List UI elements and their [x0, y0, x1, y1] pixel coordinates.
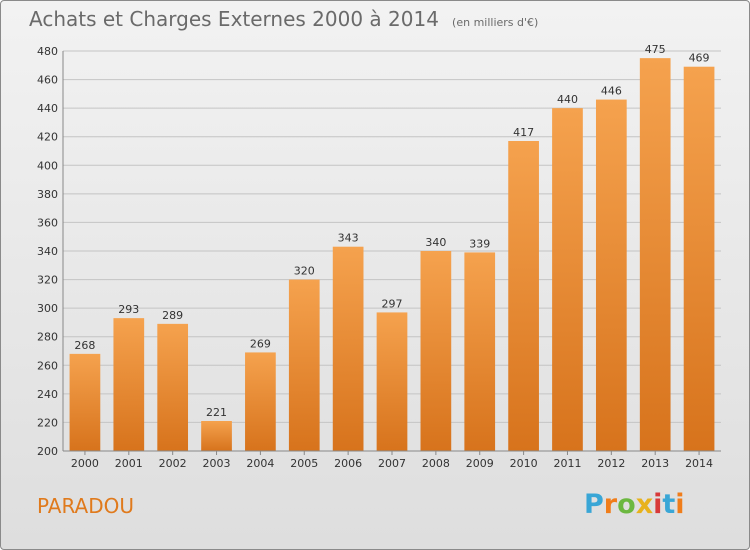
x-tick-label: 2010 [510, 457, 538, 470]
data-label: 297 [382, 297, 403, 310]
chart-subtitle: (en milliers d'€) [452, 16, 539, 29]
y-tick-label: 260 [37, 359, 58, 372]
x-tick-label: 2012 [597, 457, 625, 470]
y-tick-label: 440 [37, 102, 58, 115]
data-label: 475 [645, 43, 666, 56]
bar [201, 421, 232, 451]
y-tick-label: 240 [37, 388, 58, 401]
bar [420, 251, 452, 451]
bar [464, 252, 496, 451]
bar [245, 352, 276, 451]
data-label: 289 [162, 309, 183, 322]
bar [508, 141, 539, 451]
bar [595, 99, 627, 452]
chart-title: Achats et Charges Externes 2000 à 2014 [29, 7, 439, 31]
x-tick-label: 2000 [71, 457, 99, 470]
y-tick-label: 420 [37, 131, 58, 144]
data-label: 293 [118, 303, 139, 316]
bar [332, 246, 364, 451]
data-label: 320 [294, 265, 315, 278]
data-label: 340 [425, 236, 446, 249]
data-label: 469 [689, 52, 710, 65]
x-tick-label: 2001 [115, 457, 143, 470]
x-tick-label: 2013 [641, 457, 669, 470]
x-tick-label: 2006 [334, 457, 362, 470]
y-tick-label: 400 [37, 159, 58, 172]
x-tick-label: 2002 [159, 457, 187, 470]
y-tick-label: 200 [37, 445, 58, 458]
x-tick-label: 2003 [203, 457, 231, 470]
x-tick-label: 2011 [553, 457, 581, 470]
x-tick-label: 2008 [422, 457, 450, 470]
y-tick-label: 320 [37, 274, 58, 287]
y-tick-label: 460 [37, 74, 58, 87]
data-label: 417 [513, 126, 534, 139]
y-tick-label: 300 [37, 302, 58, 315]
bar [69, 353, 101, 451]
x-tick-label: 2004 [246, 457, 274, 470]
y-tick-label: 280 [37, 331, 58, 344]
commune-name: PARADOU [37, 494, 135, 518]
x-tick-label: 2014 [685, 457, 713, 470]
bar [683, 66, 715, 451]
bar [157, 323, 189, 451]
y-tick-label: 480 [37, 45, 58, 58]
x-tick-label: 2009 [466, 457, 494, 470]
data-label: 343 [338, 232, 359, 245]
bar [376, 312, 408, 451]
x-tick-label: 2007 [378, 457, 406, 470]
data-label: 440 [557, 93, 578, 106]
bar [113, 318, 145, 451]
proxiti-logo: Proxiti [584, 489, 685, 520]
data-label: 446 [601, 85, 622, 98]
bar [288, 279, 320, 451]
y-tick-label: 380 [37, 188, 58, 201]
data-label: 221 [206, 406, 227, 419]
y-tick-label: 220 [37, 416, 58, 429]
title-row: Achats et Charges Externes 2000 à 2014 (… [29, 7, 538, 31]
bar [552, 108, 583, 452]
data-label: 339 [469, 237, 490, 250]
x-tick-label: 2005 [290, 457, 318, 470]
y-tick-label: 340 [37, 245, 58, 258]
y-tick-label: 360 [37, 216, 58, 229]
bar [639, 58, 671, 452]
data-label: 269 [250, 337, 271, 350]
data-label: 268 [74, 339, 95, 352]
